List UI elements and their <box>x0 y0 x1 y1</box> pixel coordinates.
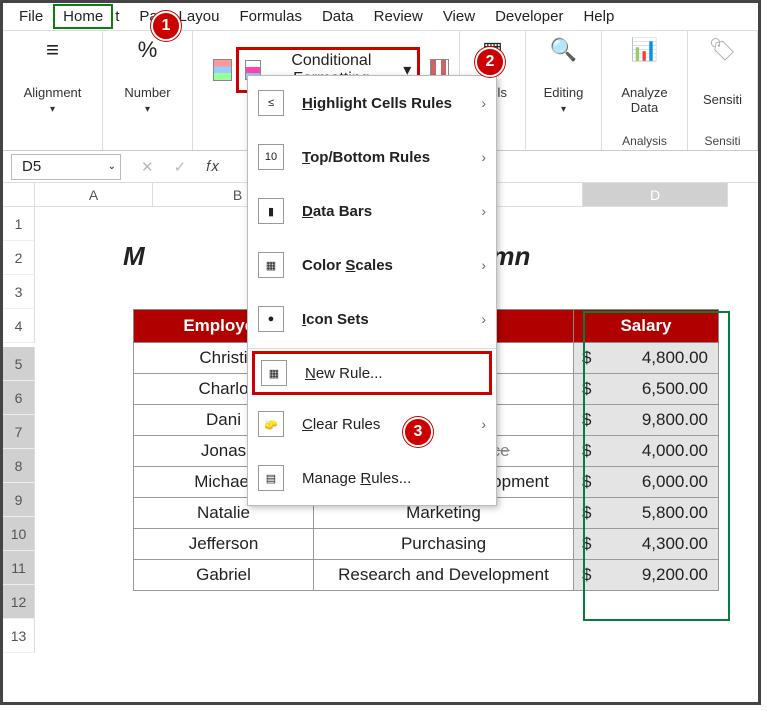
editing-label[interactable]: Editing▾ <box>544 85 584 115</box>
tab-home[interactable]: Home <box>53 4 113 29</box>
menu-icon: ▦ <box>258 252 284 278</box>
tab-review[interactable]: Review <box>364 4 433 29</box>
tab-view[interactable]: View <box>433 4 485 29</box>
table-row[interactable]: JeffersonPurchasing$4,300.00 <box>134 529 719 560</box>
cell-salary[interactable]: $4,800.00 <box>574 343 719 374</box>
submenu-arrow-icon: › <box>481 257 486 273</box>
group-alignment: ≡ Alignment▾ <box>3 31 103 150</box>
analyze-icon: 📊 <box>631 37 658 63</box>
row-header[interactable]: 2 <box>3 241 35 275</box>
row-header[interactable]: 12 <box>3 585 35 619</box>
cell-salary[interactable]: $6,000.00 <box>574 467 719 498</box>
menu-icon: ≤ <box>258 90 284 116</box>
analyze-label[interactable]: Analyze Data <box>612 85 677 115</box>
submenu-arrow-icon: › <box>481 95 486 111</box>
row-header[interactable]: 9 <box>3 483 35 517</box>
cancel-icon: ✕ <box>141 158 154 176</box>
submenu-arrow-icon: › <box>481 416 486 432</box>
row-header[interactable]: 4 <box>3 309 35 343</box>
cell-salary[interactable]: $6,500.00 <box>574 374 719 405</box>
submenu-arrow-icon: › <box>481 203 486 219</box>
cell-salary[interactable]: $5,800.00 <box>574 498 719 529</box>
new-rule-icon: ▦ <box>261 360 287 386</box>
sensitivity-label: Sensiti <box>703 92 742 107</box>
cell-salary[interactable]: $4,300.00 <box>574 529 719 560</box>
number-label[interactable]: Number▾ <box>124 85 170 115</box>
menu-label: Icon Sets <box>302 311 481 328</box>
name-box[interactable]: D5 ⌄ <box>11 154 121 180</box>
row-header[interactable]: 13 <box>3 619 35 653</box>
alignment-icon: ≡ <box>46 37 59 63</box>
manage-rules-icon: ▤ <box>258 465 284 491</box>
alignment-label[interactable]: Alignment▾ <box>24 85 82 115</box>
cell-salary[interactable]: $4,000.00 <box>574 436 719 467</box>
ribbon-tabs: File Home t Page Layou Formulas Data Rev… <box>3 3 758 31</box>
tab-help[interactable]: Help <box>573 4 624 29</box>
menu-label: Top/Bottom Rules <box>302 149 481 166</box>
callout-2: 2 <box>475 47 505 77</box>
menu-item[interactable]: ▮ Data Bars› <box>248 184 496 238</box>
tab-insert-cut[interactable]: t <box>113 4 129 29</box>
row-header[interactable]: 8 <box>3 449 35 483</box>
row-header[interactable]: 6 <box>3 381 35 415</box>
submenu-arrow-icon: › <box>481 149 486 165</box>
menu-item[interactable]: 10 Top/Bottom Rules› <box>248 130 496 184</box>
menu-item[interactable]: ▦ Color Scales› <box>248 238 496 292</box>
menu-item[interactable]: ≤ Highlight Cells Rules› <box>248 76 496 130</box>
callout-3: 3 <box>403 417 433 447</box>
group-editing: 🔍 Editing▾ <box>526 31 602 150</box>
menu-label: Color Scales <box>302 257 481 274</box>
group-analyze: 📊 Analyze Data Analysis <box>602 31 688 150</box>
cell-department[interactable]: Purchasing <box>314 529 574 560</box>
group-sensitivity: 🏷 Sensiti Sensiti <box>688 31 758 150</box>
number-icon: % <box>138 37 158 63</box>
sensitivity-icon: 🏷 <box>709 37 737 63</box>
row-header[interactable]: 11 <box>3 551 35 585</box>
tab-data[interactable]: Data <box>312 4 364 29</box>
menu-new-rule[interactable]: ▦ New Rule... <box>252 351 492 395</box>
tab-file[interactable]: File <box>9 4 53 29</box>
fx-icon[interactable]: 𝑓𝑥 <box>206 158 219 175</box>
row-header[interactable]: 3 <box>3 275 35 309</box>
table-row[interactable]: GabrielResearch and Development$9,200.00 <box>134 560 719 591</box>
th-salary: Salary <box>574 310 719 343</box>
cf-small-icon <box>213 59 232 81</box>
menu-label: Data Bars <box>302 203 481 220</box>
cell-salary[interactable]: $9,200.00 <box>574 560 719 591</box>
cell-department[interactable]: Research and Development <box>314 560 574 591</box>
cell-salary[interactable]: $9,800.00 <box>574 405 719 436</box>
col-header-a[interactable]: A <box>35 183 153 207</box>
col-header-d[interactable]: D <box>583 183 728 207</box>
menu-item[interactable]: ● Icon Sets› <box>248 292 496 346</box>
menu-label: Highlight Cells Rules <box>302 95 481 112</box>
menu-manage-rules[interactable]: ▤ Manage Rules... <box>248 451 496 505</box>
clear-rules-icon: 🧽 <box>258 411 284 437</box>
select-all-triangle[interactable] <box>3 183 35 207</box>
cell-employee[interactable]: Jefferson <box>134 529 314 560</box>
conditional-formatting-menu: ≤Highlight Cells Rules›10Top/Bottom Rule… <box>247 75 497 506</box>
submenu-arrow-icon: › <box>481 311 486 327</box>
callout-1: 1 <box>151 11 181 41</box>
menu-clear-rules[interactable]: 🧽 Clear Rules › <box>248 397 496 451</box>
chevron-down-icon[interactable]: ⌄ <box>108 161 116 172</box>
sensitivity-footer: Sensiti <box>704 134 740 148</box>
name-box-value: D5 <box>22 158 41 175</box>
row-header[interactable]: 5 <box>3 347 35 381</box>
tab-developer[interactable]: Developer <box>485 4 573 29</box>
cell-employee[interactable]: Gabriel <box>134 560 314 591</box>
menu-icon: ▮ <box>258 198 284 224</box>
row-header[interactable]: 10 <box>3 517 35 551</box>
tab-formulas[interactable]: Formulas <box>229 4 312 29</box>
enter-icon: ✓ <box>174 158 187 176</box>
menu-icon: ● <box>258 306 284 332</box>
menu-icon: 10 <box>258 144 284 170</box>
group-number: % Number▾ <box>103 31 193 150</box>
analyze-footer: Analysis <box>622 134 667 148</box>
row-header[interactable]: 1 <box>3 207 35 241</box>
row-header[interactable]: 7 <box>3 415 35 449</box>
editing-icon: 🔍 <box>550 37 577 63</box>
